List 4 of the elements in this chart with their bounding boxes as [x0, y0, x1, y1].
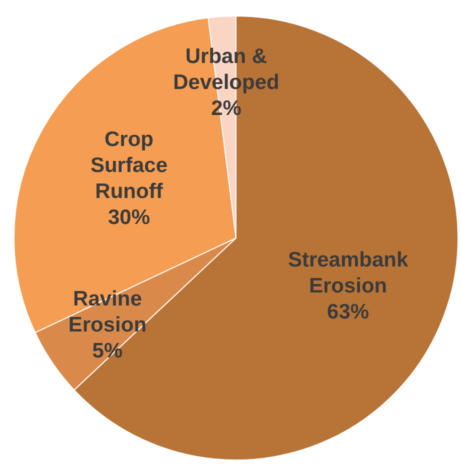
- data-label: 30%: [108, 206, 150, 229]
- data-label: 63%: [327, 300, 370, 324]
- slice-label: Streambank Erosion: [288, 248, 408, 298]
- slice-label: Crop Surface Runoff: [90, 128, 168, 203]
